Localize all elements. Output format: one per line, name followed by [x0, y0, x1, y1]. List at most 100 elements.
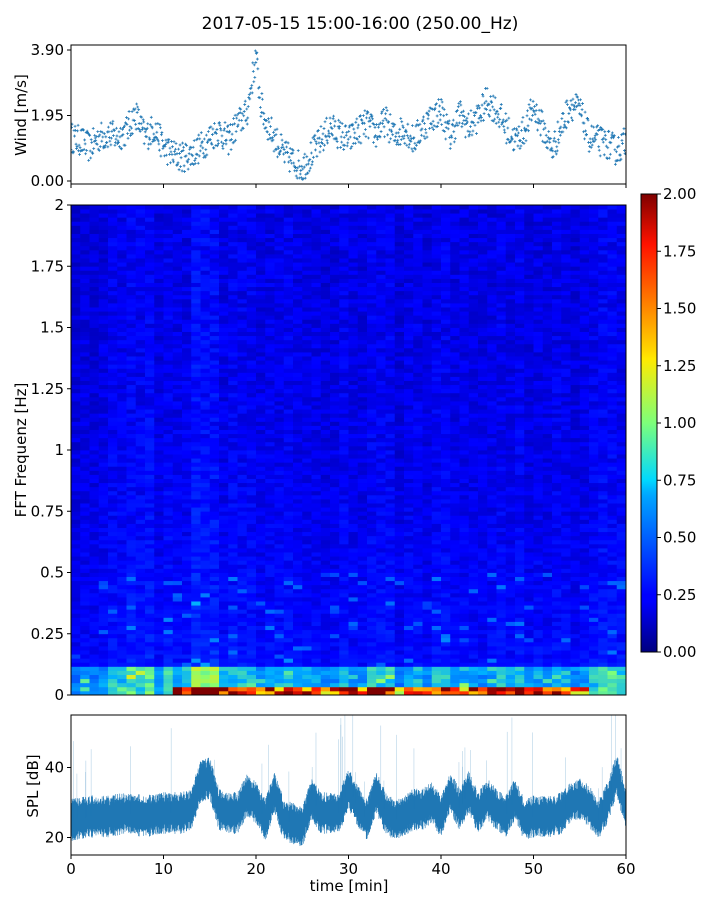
heatmap-cell: [182, 380, 192, 386]
heatmap-cell: [172, 429, 183, 435]
wind-point: [525, 114, 529, 118]
heatmap-cell: [237, 686, 248, 692]
wind-point: [404, 128, 408, 132]
heatmap-cell: [246, 282, 257, 288]
heatmap-cell: [302, 466, 312, 471]
heatmap-cell: [98, 274, 109, 279]
heatmap-cell: [135, 580, 146, 586]
heatmap-cell: [219, 466, 229, 471]
wind-point: [421, 118, 425, 122]
heatmap-cell: [135, 535, 146, 541]
heatmap-cell: [256, 388, 266, 394]
wind-point: [426, 117, 430, 121]
heatmap-cell: [172, 245, 183, 251]
heatmap-cell: [89, 245, 100, 251]
heatmap-cell: [274, 245, 285, 251]
wind-point: [105, 141, 109, 144]
heatmap-cell: [71, 552, 81, 557]
heatmap-cell: [163, 298, 174, 304]
heatmap-cell: [117, 646, 127, 651]
heatmap-cell: [293, 274, 303, 279]
heatmap-cell: [311, 568, 322, 573]
heatmap-cell: [274, 560, 285, 565]
heatmap-cell: [108, 568, 118, 573]
heatmap-cell: [348, 262, 359, 267]
heatmap-cell: [126, 617, 137, 622]
heatmap-cell: [182, 372, 192, 377]
heatmap-cell: [256, 347, 266, 353]
heatmap-cell: [80, 666, 90, 671]
heatmap-cell: [302, 405, 312, 410]
heatmap-cell: [357, 401, 368, 406]
heatmap-cell: [320, 507, 331, 512]
wind-point: [582, 130, 585, 134]
heatmap-cell: [135, 466, 146, 471]
heatmap-cell: [311, 633, 322, 639]
heatmap-cell: [339, 519, 349, 524]
heatmap-cell: [246, 572, 257, 577]
heatmap-cell: [283, 641, 294, 647]
heatmap-cell: [200, 462, 211, 467]
heatmap-cell: [71, 441, 81, 447]
heatmap-cell: [182, 421, 192, 426]
heatmap-cell: [145, 380, 155, 386]
heatmap-cell: [302, 450, 312, 455]
heatmap-cell: [265, 646, 275, 651]
heatmap-cell: [283, 458, 294, 463]
wind-point: [258, 96, 262, 100]
heatmap-cell: [172, 462, 183, 467]
heatmap-cell: [320, 425, 331, 430]
heatmap-cell: [209, 229, 220, 234]
wind-point: [449, 142, 453, 146]
heatmap-cell: [209, 286, 220, 292]
heatmap-cell: [172, 686, 183, 692]
heatmap-cell: [274, 470, 285, 475]
heatmap-cell: [117, 674, 127, 680]
heatmap-cell: [311, 597, 322, 602]
heatmap-cell: [172, 503, 183, 508]
heatmap-cell: [89, 539, 100, 545]
heatmap-cell: [348, 658, 359, 663]
wind-point: [251, 61, 255, 65]
heatmap-cell: [246, 633, 257, 639]
wind-point: [220, 134, 224, 138]
heatmap-cell: [135, 237, 146, 243]
heatmap-cell: [89, 564, 100, 569]
wind-point: [448, 147, 452, 150]
wind-point: [314, 148, 317, 152]
heatmap-cell: [293, 433, 303, 439]
heatmap-cell: [200, 388, 211, 394]
heatmap-cell: [237, 258, 248, 263]
heatmap-cell: [265, 323, 275, 328]
heatmap-cell: [367, 617, 377, 622]
heatmap-cell: [71, 633, 81, 639]
heatmap-cell: [256, 290, 266, 296]
heatmap-cell: [182, 454, 192, 459]
heatmap-cell: [191, 274, 201, 279]
heatmap-cell: [293, 609, 303, 614]
heatmap-cell: [209, 646, 220, 651]
heatmap-cell: [228, 237, 238, 243]
wind-point: [253, 49, 257, 53]
heatmap-cell: [145, 319, 155, 324]
heatmap-cell: [200, 613, 211, 618]
heatmap-cell: [283, 413, 294, 418]
heatmap-cell: [117, 396, 127, 402]
heatmap-cell: [320, 205, 331, 210]
heatmap-cell: [219, 376, 229, 381]
heatmap-cell: [108, 237, 118, 243]
wind-point: [374, 134, 377, 138]
heatmap-cell: [108, 327, 118, 332]
heatmap-cell: [98, 258, 109, 263]
heatmap-cell: [209, 568, 220, 573]
heatmap-cell: [98, 445, 109, 451]
heatmap-cell: [293, 229, 303, 234]
heatmap-cell: [311, 282, 322, 288]
heatmap-cell: [126, 401, 137, 406]
heatmap-cell: [320, 641, 331, 647]
heatmap-cell: [108, 396, 118, 402]
heatmap-cell: [256, 466, 266, 471]
heatmap-cell: [200, 601, 211, 606]
heatmap-cell: [71, 323, 81, 328]
heatmap-cell: [163, 580, 174, 586]
